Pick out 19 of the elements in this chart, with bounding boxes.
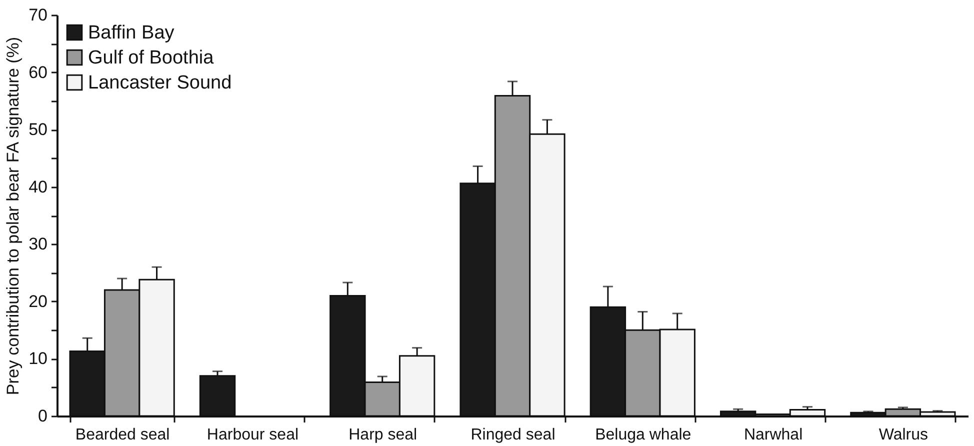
- x-tick-label: Harp seal: [348, 426, 418, 444]
- legend-label: Lancaster Sound: [88, 72, 232, 94]
- x-tick-label: Walrus: [878, 426, 928, 444]
- y-tick-label: 70: [28, 6, 48, 24]
- legend-label: Gulf of Boothia: [88, 48, 214, 68]
- x-tick-label: Beluga whale: [595, 426, 692, 444]
- y-tick-label: 20: [28, 292, 48, 311]
- y-tick-label: 60: [28, 62, 48, 82]
- y-tick-label: 50: [28, 120, 48, 140]
- x-tick-label: Ringed seal: [470, 426, 556, 444]
- x-tick-label: Narwhal: [744, 426, 803, 444]
- y-axis-title: Prey contribution to polar bear FA signature (%): [4, 36, 23, 396]
- x-tick-label: Bearded seal: [75, 426, 170, 444]
- y-tick-label: 30: [28, 234, 48, 254]
- y-tick-label: 0: [38, 406, 48, 426]
- legend-label: Baffin Bay: [88, 22, 175, 44]
- x-tick-label: Harbour seal: [206, 426, 299, 444]
- y-tick-label: 10: [28, 349, 48, 368]
- y-tick-label: 40: [28, 177, 48, 196]
